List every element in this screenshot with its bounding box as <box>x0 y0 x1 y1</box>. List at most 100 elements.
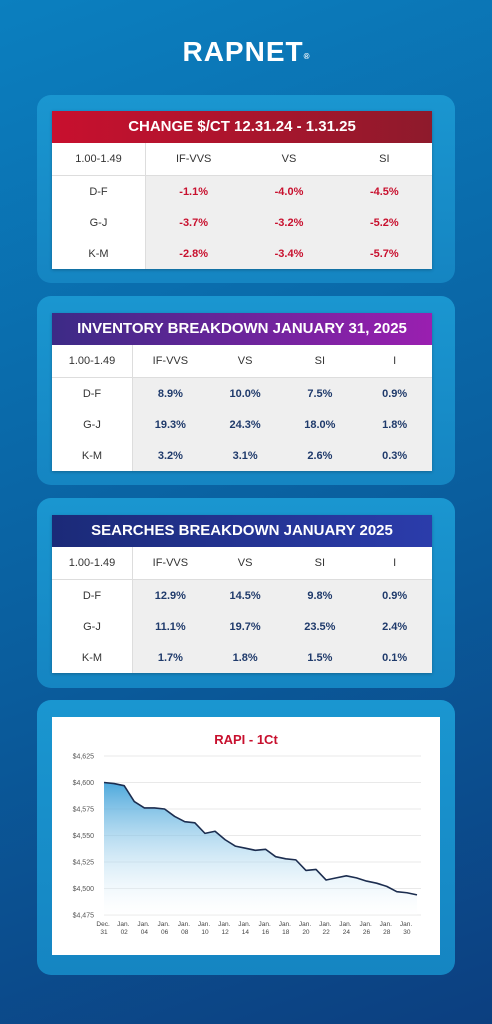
value-cell: 19.7% <box>207 611 283 642</box>
value-cell: 1.8% <box>207 642 283 673</box>
brand-name: RAPNET <box>182 36 304 67</box>
value-cell: -5.2% <box>336 207 432 238</box>
value-cell: 10.0% <box>207 378 283 409</box>
table: INVENTORY BREAKDOWN JANUARY 31, 2025 1.00… <box>52 313 432 471</box>
area <box>104 782 417 915</box>
row-label: D-F <box>52 378 133 409</box>
value-cell: 0.1% <box>357 642 432 673</box>
x-tick-label: Jan. 24 <box>339 921 353 936</box>
x-tick-label: Jan. 04 <box>137 921 151 936</box>
value-cell: -4.0% <box>241 176 337 207</box>
x-tick-label: Jan. 26 <box>359 921 373 936</box>
value-cell: 19.3% <box>133 409 208 440</box>
header-cell: VS <box>237 355 253 367</box>
header-cell: SI <box>314 355 326 367</box>
value-cell: 0.9% <box>357 378 432 409</box>
value-cell: 2.4% <box>357 611 432 642</box>
value-cell: 1.7% <box>133 642 208 673</box>
row-label: G-J <box>52 611 133 642</box>
header-cell: IF-VVS <box>152 355 189 367</box>
value-cell: 3.2% <box>133 440 208 471</box>
x-tick-label: Jan. 22 <box>319 921 333 936</box>
header-cell: VS <box>237 557 253 569</box>
data-row: D-F 8.9% 10.0% 7.5% 0.9% <box>52 378 432 409</box>
value-cell: 8.9% <box>133 378 208 409</box>
value-cell: 3.1% <box>207 440 283 471</box>
row-label: K-M <box>52 238 146 269</box>
x-tick-label: Jan. 18 <box>279 921 293 936</box>
header-cell: IF-VVS <box>175 153 212 165</box>
value-cell: 2.6% <box>282 440 358 471</box>
x-tick-label: Jan. 14 <box>238 921 252 936</box>
header-cell: VS <box>281 153 297 165</box>
value-cell: 7.5% <box>282 378 358 409</box>
x-tick-label: Jan. 16 <box>259 921 273 936</box>
table-title: SEARCHES BREAKDOWN JANUARY 2025 <box>52 515 432 547</box>
row-label: D-F <box>52 176 146 207</box>
table-title: INVENTORY BREAKDOWN JANUARY 31, 2025 <box>52 313 432 345</box>
table-title: CHANGE $/CT 12.31.24 - 1.31.25 <box>52 111 432 143</box>
value-cell: 14.5% <box>207 580 283 611</box>
header-cell: SI <box>379 153 390 165</box>
row-label: G-J <box>52 409 133 440</box>
value-cell: -4.5% <box>336 176 432 207</box>
data-row: G-J 19.3% 24.3% 18.0% 1.8% <box>52 409 432 440</box>
table: CHANGE $/CT 12.31.24 - 1.31.25 1.00-1.49 I… <box>52 111 432 269</box>
value-cell: -1.1% <box>146 176 242 207</box>
header-cell: I <box>393 355 397 367</box>
chart-title: RAPI - 1Ct <box>214 732 278 747</box>
x-tick-label: Jan. 06 <box>158 921 172 936</box>
data-row: D-F -1.1% -4.0% -4.5% <box>52 176 432 207</box>
data-row: D-F 12.9% 14.5% 9.8% 0.9% <box>52 580 432 611</box>
x-tick-label: Jan. 28 <box>380 921 394 936</box>
y-tick-label: $4,550 <box>73 833 95 840</box>
table: SEARCHES BREAKDOWN JANUARY 2025 1.00-1.49… <box>52 515 432 673</box>
data-row: G-J -3.7% -3.2% -5.2% <box>52 207 432 238</box>
header-cell: 1.00-1.49 <box>52 547 133 579</box>
x-tick-label: Jan. 10 <box>198 921 212 936</box>
value-cell: 9.8% <box>282 580 358 611</box>
value-cell: 1.5% <box>282 642 358 673</box>
value-cell: 11.1% <box>133 611 208 642</box>
x-tick-label: Jan. 12 <box>218 921 232 936</box>
data-row: G-J 11.1% 19.7% 23.5% 2.4% <box>52 611 432 642</box>
value-cell: -3.4% <box>241 238 337 269</box>
y-tick-label: $4,525 <box>73 860 95 867</box>
data-row: K-M 1.7% 1.8% 1.5% 0.1% <box>52 642 432 673</box>
header-cell: SI <box>314 557 326 569</box>
data-row: K-M -2.8% -3.4% -5.7% <box>52 238 432 269</box>
value-cell: 0.3% <box>357 440 432 471</box>
row-label: K-M <box>52 440 133 471</box>
value-cell: 0.9% <box>357 580 432 611</box>
data-row: K-M 3.2% 3.1% 2.6% 0.3% <box>52 440 432 471</box>
row-label: D-F <box>52 580 133 611</box>
x-tick-label: Jan. 30 <box>400 921 414 936</box>
value-cell: 24.3% <box>207 409 283 440</box>
line <box>103 781 418 896</box>
value-cell: -3.2% <box>241 207 337 238</box>
header-cell: IF-VVS <box>152 557 189 569</box>
value-cell: 18.0% <box>282 409 358 440</box>
header-row: 1.00-1.49 IF-VVS VS SI I <box>52 345 432 378</box>
value-cell: 12.9% <box>133 580 208 611</box>
value-cell: -2.8% <box>146 238 242 269</box>
row-label: G-J <box>52 207 146 238</box>
header-cell: 1.00-1.49 <box>52 345 133 377</box>
y-tick-label: $4,475 <box>73 913 95 920</box>
x-tick-label: Dec. 31 <box>96 921 111 936</box>
value-cell: -3.7% <box>146 207 242 238</box>
value-cell: 1.8% <box>357 409 432 440</box>
x-tick-label: Jan. 08 <box>178 921 192 936</box>
x-tick-label: Jan. 02 <box>117 921 131 936</box>
brand-mark: ® <box>303 52 310 61</box>
value-cell: -5.7% <box>336 238 432 269</box>
header-row: 1.00-1.49 IF-VVS VS SI <box>52 143 432 176</box>
value-cell: 23.5% <box>282 611 358 642</box>
chart: RAPI - 1Ct $4,475 $4,500 $4,525 $4,550 $4,575… <box>73 732 421 936</box>
x-tick-label: Jan. 20 <box>299 921 313 936</box>
row-label: K-M <box>52 642 133 673</box>
header-cell: 1.00-1.49 <box>52 143 146 175</box>
brand: RAPNET® <box>0 36 492 68</box>
header-cell: I <box>393 557 397 569</box>
